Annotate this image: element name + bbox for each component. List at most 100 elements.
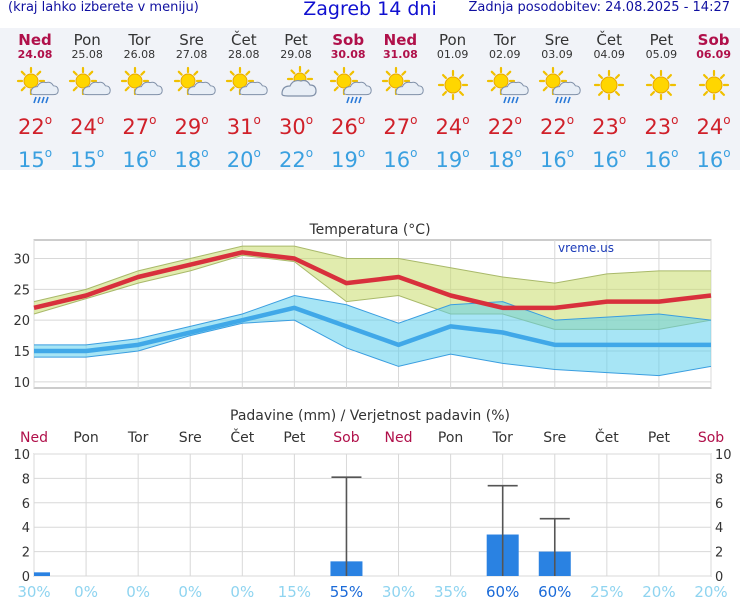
y-tick-label-left: 6 xyxy=(22,497,30,512)
y-tick-label: 10 xyxy=(13,376,30,391)
max-temperature: 22o xyxy=(17,113,53,139)
min-temperature: 16o xyxy=(592,146,627,172)
sun-cloud-icon xyxy=(69,66,111,96)
forecast-day: Tor 02.09 22o 18o xyxy=(479,28,531,173)
day-name: Pon xyxy=(438,31,467,49)
sun-icon xyxy=(594,69,625,101)
x-category-label: Pon xyxy=(73,430,98,446)
x-category-label: Sob xyxy=(698,430,724,446)
forecast-day: Ned 24.08 22o 15o xyxy=(9,28,61,173)
sun-icon xyxy=(698,69,729,101)
day-date: 05.09 xyxy=(645,48,678,61)
day-date: 24.08 xyxy=(17,48,53,61)
max-temperature-value: 30 xyxy=(278,115,306,139)
plot-area xyxy=(33,453,712,577)
day-date: 31.08 xyxy=(382,48,418,61)
day-name: Sre xyxy=(544,31,570,49)
sun-icon xyxy=(437,69,468,101)
sun-cloud-rain-icon xyxy=(16,66,59,104)
precipitation-probability: 0% xyxy=(178,583,202,600)
max-temperature-value: 24 xyxy=(435,115,463,139)
forecast-day: Pon 25.08 24o 15o xyxy=(61,28,113,173)
min-temperature-value: 16 xyxy=(122,148,150,172)
max-temperature-value: 22 xyxy=(539,115,567,139)
max-temperature-value: 23 xyxy=(592,115,619,139)
day-name: Sre xyxy=(179,31,204,49)
y-tick-label: 20 xyxy=(13,314,30,329)
y-tick-label-left: 8 xyxy=(22,472,30,487)
x-category-label: Ned xyxy=(20,430,48,446)
x-category-label: Tor xyxy=(491,430,513,446)
sun-cloud-icon xyxy=(121,66,164,96)
x-category-label: Pet xyxy=(648,430,671,446)
max-temperature-range-upper xyxy=(33,245,711,303)
y-tick-label-right: 10 xyxy=(715,448,732,463)
day-name: Tor xyxy=(128,31,151,49)
min-temperature: 15o xyxy=(70,146,105,172)
min-temperature-value: 22 xyxy=(278,148,306,172)
max-temperature-value: 23 xyxy=(644,115,672,139)
precipitation-probability: 0% xyxy=(126,583,150,600)
y-tick-label: 15 xyxy=(13,345,30,360)
day-date: 03.09 xyxy=(541,48,573,61)
max-temperature: 27o xyxy=(383,113,418,139)
y-tick-label: 25 xyxy=(13,283,30,298)
precipitation-probability: 25% xyxy=(590,583,623,600)
max-temperature: 23o xyxy=(592,113,627,139)
max-temperature-value: 29 xyxy=(174,115,202,139)
forecast-day: Sre 27.08 29o 18o xyxy=(166,28,218,173)
forecast-day: Sre 03.09 22o 16o xyxy=(531,28,583,173)
min-temperature: 16o xyxy=(383,146,418,172)
min-temperature-value: 16 xyxy=(696,148,724,172)
y-tick-label: 30 xyxy=(13,253,30,268)
min-temperature: 18o xyxy=(174,146,209,172)
day-date: 30.08 xyxy=(330,48,366,61)
max-temperature-value: 22 xyxy=(17,115,45,139)
min-temperature: 22o xyxy=(278,146,314,172)
day-date: 26.08 xyxy=(123,48,156,61)
forecast-day: Ned 31.08 27o 16o xyxy=(374,28,426,173)
forecast-day: Sob 30.08 26o 19o xyxy=(322,28,374,173)
max-temperature: 24o xyxy=(435,113,470,139)
forecast-day: Čet 28.08 31o 20o xyxy=(218,28,270,173)
watermark: vreme.us xyxy=(558,241,614,255)
sun-cloud-rain-icon xyxy=(486,66,529,104)
max-temperature: 23o xyxy=(644,113,679,139)
day-date: 25.08 xyxy=(71,48,103,61)
forecast-day: Sob 06.09 24o 16o xyxy=(688,28,740,173)
min-temperature: 20o xyxy=(226,146,261,172)
day-name: Pet xyxy=(284,31,308,49)
x-category-label: Pet xyxy=(283,430,306,446)
y-tick-label-right: 8 xyxy=(715,472,723,487)
max-temperature-line xyxy=(33,250,712,311)
precipitation-probability: 0% xyxy=(230,583,254,600)
min-temperature-value: 20 xyxy=(226,148,254,172)
min-temperature-value: 15 xyxy=(70,148,97,172)
min-temperature-value: 19 xyxy=(331,148,358,172)
max-temperature-value: 26 xyxy=(331,115,358,139)
min-temperature: 19o xyxy=(435,146,470,172)
x-category-label: Sre xyxy=(543,430,566,446)
daily-forecast-strip: Ned 24.08 22o 15o Pon 25.08 24o 15o Tor 26.08 27o 1… xyxy=(0,28,740,173)
sun-cloud-icon xyxy=(173,66,216,96)
y-tick-label-left: 0 xyxy=(22,570,30,585)
sun-cloud-rain-icon xyxy=(538,66,581,104)
min-temperature-value: 18 xyxy=(487,148,515,172)
day-name: Ned xyxy=(383,31,418,49)
precipitation-probability: 0% xyxy=(74,583,98,600)
header-left-note[interactable]: (kraj lahko izberete v meniju) xyxy=(8,0,199,15)
min-temperature-range-lower xyxy=(34,319,712,377)
day-name: Čet xyxy=(231,31,257,49)
max-temperature: 26o xyxy=(331,113,366,139)
precipitation-probability: 60% xyxy=(486,583,519,600)
precipitation-probability: 30% xyxy=(382,583,415,600)
y-tick-label-left: 2 xyxy=(22,546,30,561)
day-date: 02.09 xyxy=(489,48,521,61)
forecast-day: Pon 01.09 24o 19o xyxy=(427,28,479,173)
min-temperature: 16o xyxy=(539,146,575,172)
day-date: 27.08 xyxy=(175,48,208,61)
day-date: 29.08 xyxy=(280,48,312,61)
min-temperature: 16o xyxy=(644,146,679,172)
sun-cloud-rain-icon xyxy=(330,66,372,104)
max-temperature: 24o xyxy=(70,113,105,139)
